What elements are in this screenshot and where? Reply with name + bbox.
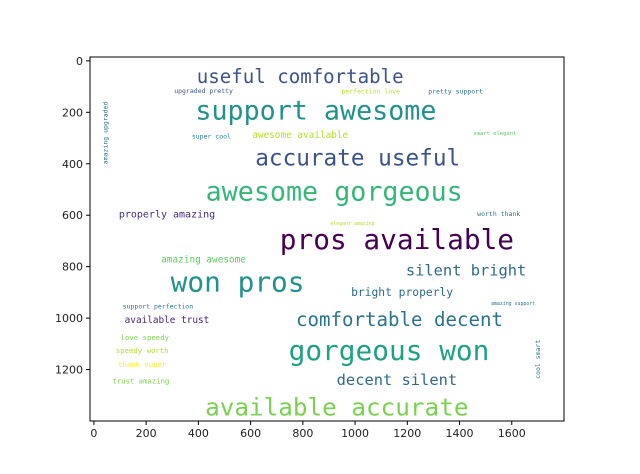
x-tick-label-1600: 1600 [498, 427, 526, 440]
x-axis: 0 200 400 600 800 1000 1200 1400 1600 [90, 421, 526, 440]
word-smart-elegant: smart elegant [473, 131, 516, 137]
y-tick-label-600: 600 [62, 209, 83, 222]
word-won-pros: won pros [171, 266, 305, 299]
word-thank-super: thank super [118, 360, 167, 369]
word-pros-available: pros available [280, 223, 514, 256]
word-gorgeous-won: gorgeous won [289, 334, 490, 367]
word-awesome-gorgeous: awesome gorgeous [206, 177, 463, 208]
y-tick-label-1200: 1200 [55, 364, 83, 377]
y-tick-label-0: 0 [76, 55, 83, 68]
word-amazing-support: amazing support [491, 301, 535, 307]
y-tick-label-400: 400 [62, 158, 83, 171]
word-cool-smart: cool smart [534, 340, 542, 379]
word-bright-properly: bright properly [351, 286, 453, 299]
x-tick-label-800: 800 [292, 427, 313, 440]
x-tick-label-1200: 1200 [393, 427, 421, 440]
x-tick-label-0: 0 [90, 427, 97, 440]
word-super-cool: super cool [192, 133, 231, 141]
x-tick-label-1000: 1000 [341, 427, 369, 440]
word-love-speedy: love speedy [121, 333, 170, 342]
x-tick-label-400: 400 [188, 427, 209, 440]
word-comfortable-decent: comfortable decent [296, 308, 503, 331]
word-silent-bright: silent bright [406, 262, 526, 280]
word-layer: useful comfortable support awesomeupgrade… [102, 65, 542, 422]
word-useful-comfortable: useful comfortable [197, 65, 404, 88]
word-speedy-worth: speedy worth [116, 346, 169, 355]
x-tick-label-200: 200 [136, 427, 157, 440]
word-amazing-awesome: amazing awesome [161, 255, 246, 266]
word-support-awesome: support awesome [195, 96, 436, 127]
y-tick-label-800: 800 [62, 261, 83, 274]
word-accurate-useful: accurate useful [255, 146, 460, 172]
word-decent-silent: decent silent [337, 371, 457, 389]
word-trust-amazing: trust amazing [112, 377, 169, 386]
y-tick-label-200: 200 [62, 106, 83, 119]
x-tick-label-600: 600 [240, 427, 261, 440]
x-tick-label-1400: 1400 [446, 427, 474, 440]
word-amazing-upgraded: amazing upgraded [102, 102, 110, 165]
word-available-accurate: available accurate [205, 392, 468, 421]
word-awesome-available: awesome available [252, 130, 348, 141]
word-worth-thank: worth thank [477, 210, 520, 218]
word-support-perfection: support perfection [123, 303, 194, 311]
word-available-trust: available trust [125, 315, 210, 326]
y-tick-label-1000: 1000 [55, 312, 83, 325]
axes-frame [89, 56, 565, 422]
word-upgraded-pretty: upgraded pretty [174, 87, 233, 95]
word-elegant-amazing: elegant amazing [330, 221, 374, 227]
word-properly-amazing: properly amazing [119, 210, 215, 221]
word-perfection-love: perfection love [341, 88, 400, 96]
y-axis: 0 200 400 600 800 1000 1200 [55, 55, 90, 377]
word-pretty-support: pretty support [428, 88, 483, 96]
